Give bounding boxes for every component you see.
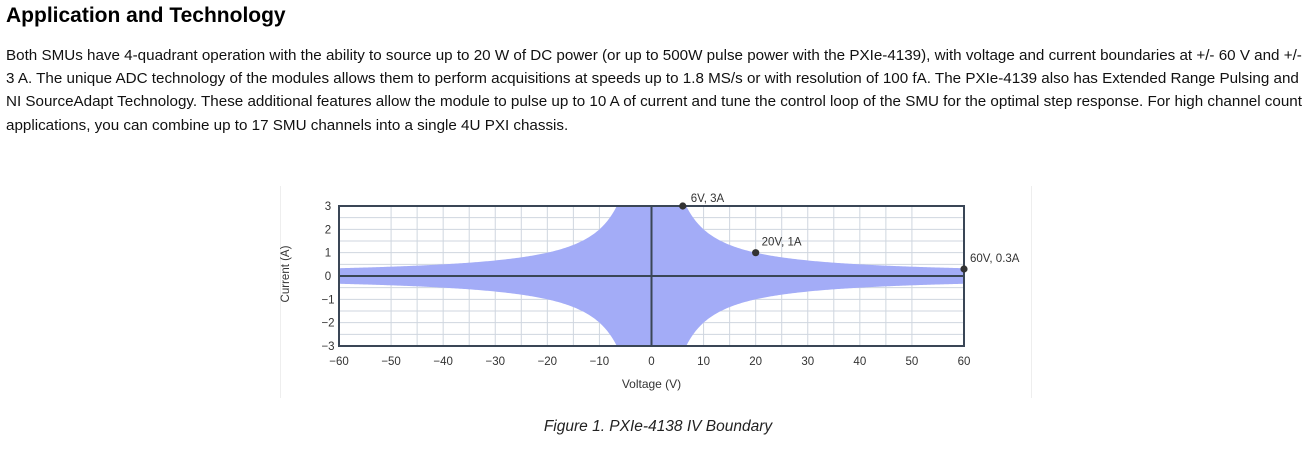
- figure-frame: [280, 186, 1032, 398]
- y-tick-label: −1: [321, 294, 334, 306]
- y-tick-label: −2: [321, 318, 334, 330]
- annotation-point: [679, 202, 687, 210]
- annotation-label: 60V, 0.3A: [970, 253, 1020, 265]
- plot-frame: [338, 205, 965, 347]
- x-tick-label: 20: [749, 356, 762, 368]
- x-tick-label: −50: [381, 356, 401, 368]
- annotation-point: [752, 249, 760, 257]
- x-tick-label: −60: [329, 356, 349, 368]
- x-tick-label: 60: [958, 356, 971, 368]
- annotation-label: 6V, 3A: [691, 193, 725, 205]
- x-tick-label: 30: [801, 356, 814, 368]
- figure-caption: Figure 1. PXIe-4138 IV Boundary: [543, 418, 773, 435]
- iv-boundary-figure: −60 −50 −40 −30 −20 −10 0 10 20 30 40 50 60 3 2 1 0 −1 −2−…: [280, 186, 1032, 398]
- y-tick-label: 2: [325, 224, 331, 236]
- x-tick-label: −20: [538, 356, 558, 368]
- annotation-label: 20V, 1A: [762, 237, 802, 249]
- y-tick-labels: 3 2 1 0 −1 −2 −3: [321, 201, 334, 353]
- x-tick-label: −30: [485, 356, 505, 368]
- x-tick-label: 10: [697, 356, 710, 368]
- section-heading: Application and Technology: [6, 4, 286, 27]
- y-tick-label: 1: [325, 248, 331, 260]
- iv-boundary-chart: −60 −50 −40 −30 −20 −10 0 10 20 30 40 50 603210−1−2−…: [280, 193, 1020, 391]
- body-paragraph: Both SMUs have 4-quadrant operation with…: [6, 47, 1302, 134]
- x-axis-label: Voltage (V): [622, 377, 681, 391]
- y-tick-label: 3: [325, 201, 331, 213]
- x-tick-label: −40: [433, 356, 453, 368]
- annotations: 6V, 3A 20V, 1A 60V, 0.3A: [679, 193, 1020, 273]
- y-tick-label: 0: [325, 271, 331, 283]
- x-tick-label: 40: [853, 356, 866, 368]
- x-tick-label: −10: [590, 356, 610, 368]
- x-tick-label: 0: [648, 356, 654, 368]
- y-tick-label: −3: [321, 341, 334, 353]
- annotation-point: [960, 265, 968, 273]
- y-axis-label: Current (A): [280, 245, 292, 302]
- x-tick-label: 50: [906, 356, 919, 368]
- x-tick-labels: −60 −50 −40 −30 −20 −10 0 10 20 30 40 50 60: [329, 356, 970, 368]
